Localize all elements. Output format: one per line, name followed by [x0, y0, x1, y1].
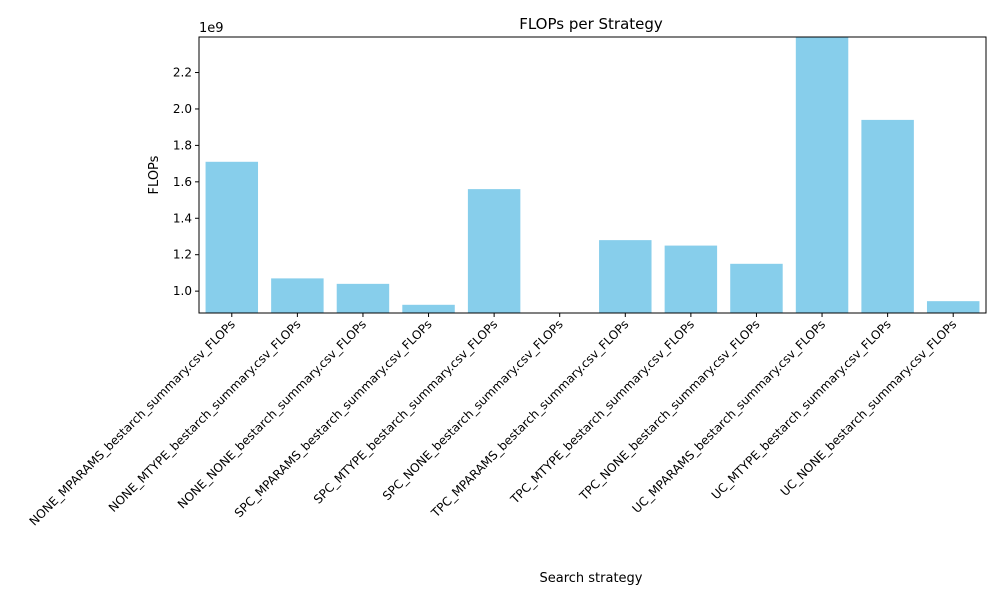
bar-8: [664, 245, 718, 313]
bar-12: [926, 301, 980, 313]
y-tick-label-1: 1.0: [173, 284, 192, 298]
bar-9: [730, 263, 783, 313]
bar-11: [861, 119, 914, 313]
y-tick-label-4: 1.6: [173, 175, 192, 189]
bar-3: [336, 283, 390, 313]
y-tick-label-7: 2.2: [173, 66, 192, 80]
bar-1: [205, 161, 259, 313]
chart-title: FLOPs per Strategy: [519, 15, 663, 33]
y-axis-offset-label: 1e9: [199, 21, 224, 36]
y-ticks-group: 1.0 1.2 1.4 1.6 1.8 2.0 2.2: [173, 66, 199, 298]
bar-4: [402, 304, 455, 313]
x-axis-label: Search strategy: [539, 571, 642, 586]
bar-5: [467, 189, 521, 313]
bar-10: [795, 37, 849, 313]
bar-2: [271, 278, 324, 313]
y-tick-label-2: 1.2: [173, 248, 192, 262]
y-tick-label-3: 1.4: [173, 211, 192, 225]
bar-7: [599, 240, 652, 313]
x-ticks-group: NONE_MPARAMS_bestarch_summary.csv_FLOPsN…: [27, 313, 959, 529]
plot-frame: [198, 36, 987, 314]
bars-group: [205, 37, 980, 313]
y-tick-label-5: 1.8: [173, 138, 192, 152]
y-tick-label-6: 2.0: [173, 102, 192, 116]
y-axis-label: FLOPs: [147, 155, 162, 194]
